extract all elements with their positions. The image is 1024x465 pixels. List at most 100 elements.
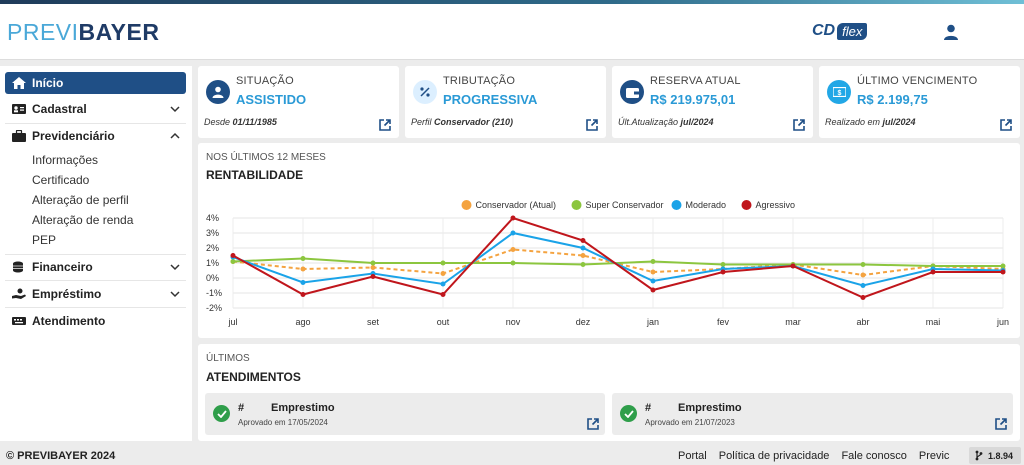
atendimentos-subtitle: ÚLTIMOS [206,353,250,364]
user-icon [212,86,224,98]
sidebar-subitem-certificado[interactable]: Certificado [32,173,90,187]
previbayer-logo[interactable]: PREVIBAYER [7,19,159,46]
rentabilidade-chart: Conservador (Atual) Super Conservador Mode… [206,200,1009,327]
sidebar-item-atendimento[interactable]: Atendimento [5,310,186,332]
card-footer: Últ.Atualização jul/2024 [618,117,714,127]
legend-swatch [571,200,582,210]
x-tick-label: dez [576,317,591,327]
external-link-icon[interactable] [586,119,598,131]
card-icon-circle: $ [827,80,851,104]
card-footer-prefix: Perfil [411,117,432,127]
data-point [580,238,586,243]
external-link-icon[interactable] [1000,119,1012,131]
user-profile-icon[interactable] [943,24,959,40]
legend-label: Agressivo [756,200,796,210]
sidebar-item-previdenciario[interactable]: Previdenciário [5,125,186,147]
external-link-icon[interactable] [379,119,391,131]
version-number: 1.8.94 [988,450,1014,461]
card-value: ASSISTIDO [236,92,307,107]
x-tick-label: set [367,317,380,327]
card-label: RESERVA ATUAL [650,75,741,87]
legend-swatch [461,200,472,210]
card-icon-circle [620,80,644,104]
x-tick-label: jul [227,317,237,327]
atendimento-item[interactable]: # Emprestimo Aprovado em 17/05/2024 [205,393,605,435]
data-point [510,247,516,252]
sidebar: Início Cadastral Previdenciário Informaç… [0,66,192,441]
chart-y-axis: 4% 3% 2% 1% 0% -1% -2% [206,213,222,313]
svg-text:$: $ [837,90,841,97]
data-point [580,262,586,267]
card-value: R$ 2.199,75 [857,92,928,107]
footer-link-privacidade[interactable]: Política de privacidade [718,450,830,462]
card-value: PROGRESSIVA [443,92,538,107]
atendimento-date: Aprovado em 21/07/2023 [645,418,735,427]
version-badge: 1.8.94 [969,447,1021,464]
external-link-icon[interactable] [995,418,1007,430]
data-point [650,259,656,264]
data-point [860,283,866,288]
footer-links: Portal Política de privacidade Fale cono… [678,450,949,462]
x-tick-label: mar [785,317,801,327]
data-point [650,269,656,275]
sidebar-subitem-pep[interactable]: PEP [32,233,57,247]
series-3 [230,215,1006,300]
card-label: TRIBUTAÇÃO [443,75,516,87]
footer-link-previc[interactable]: Previc [918,450,950,462]
external-link-icon[interactable] [793,119,805,131]
atendimento-hash: # [238,402,245,414]
series-line [232,257,1003,267]
data-point [1000,269,1006,275]
sidebar-divider [5,307,186,308]
data-point [650,278,656,284]
data-point [230,253,236,258]
data-point [720,269,726,275]
rentabilidade-card: NOS ÚLTIMOS 12 MESES RENTABILIDADE Conse… [198,143,1020,338]
data-point [580,245,586,251]
y-tick-label: 3% [206,228,219,238]
hand-money-icon [12,288,26,299]
ultimo-vencimento-card: $ ÚLTIMO VENCIMENTO R$ 2.199,75 Realizad… [819,66,1020,138]
external-link-icon[interactable] [587,418,599,430]
data-point [440,260,446,266]
data-point [860,272,866,278]
sidebar-label-inicio: Início [32,76,64,90]
data-point [510,260,516,266]
atendimentos-card: ÚLTIMOS ATENDIMENTOS # Emprestimo Aprova… [198,344,1020,441]
sidebar-item-financeiro[interactable]: Financeiro [5,256,186,278]
sidebar-item-cadastral[interactable]: Cadastral [5,98,186,120]
card-label: ÚLTIMO VENCIMENTO [857,75,978,87]
sidebar-label-previdenciario: Previdenciário [32,129,115,143]
data-point [440,271,446,276]
flex-text: flex [837,22,868,40]
chevron-up-icon [170,132,180,139]
sidebar-subitem-informacoes[interactable]: Informações [32,153,99,167]
money-bill-icon: $ [832,87,846,97]
sidebar-subitem-alteracao-perfil[interactable]: Alteração de perfil [32,193,129,207]
series-2 [230,230,1006,288]
sidebar-subitem-alteracao-renda[interactable]: Alteração de renda [32,213,134,227]
x-tick-label: ago [295,317,310,327]
atendimento-item[interactable]: # Emprestimo Aprovado em 21/07/2023 [612,393,1013,435]
situacao-card: SITUAÇÃO ASSISTIDO Desde 01/11/1985 [198,66,399,138]
wallet-icon [625,87,639,98]
briefcase-icon [12,130,26,142]
chart-x-axis: jul ago set out nov dez jan fev mar abr mai jun [227,317,1009,327]
atendimento-type: Emprestimo [271,402,335,414]
sidebar-item-inicio[interactable]: Início [5,72,186,94]
sidebar-divider [5,123,186,124]
y-tick-label: 1% [206,258,219,268]
coins-icon [13,261,23,273]
legend-item: Conservador (Atual) [461,200,556,210]
data-point [720,262,726,267]
data-point [580,253,586,258]
legend-label: Moderado [686,200,727,210]
footer-link-fale-conosco[interactable]: Fale conosco [841,450,907,462]
data-point [300,292,306,297]
sidebar-divider [5,280,186,281]
sidebar-item-emprestimo[interactable]: Empréstimo [5,283,186,305]
legend-swatch [671,200,682,210]
x-tick-label: jun [996,317,1009,327]
cd-text: CD [812,22,836,39]
footer-link-portal[interactable]: Portal [678,450,707,462]
